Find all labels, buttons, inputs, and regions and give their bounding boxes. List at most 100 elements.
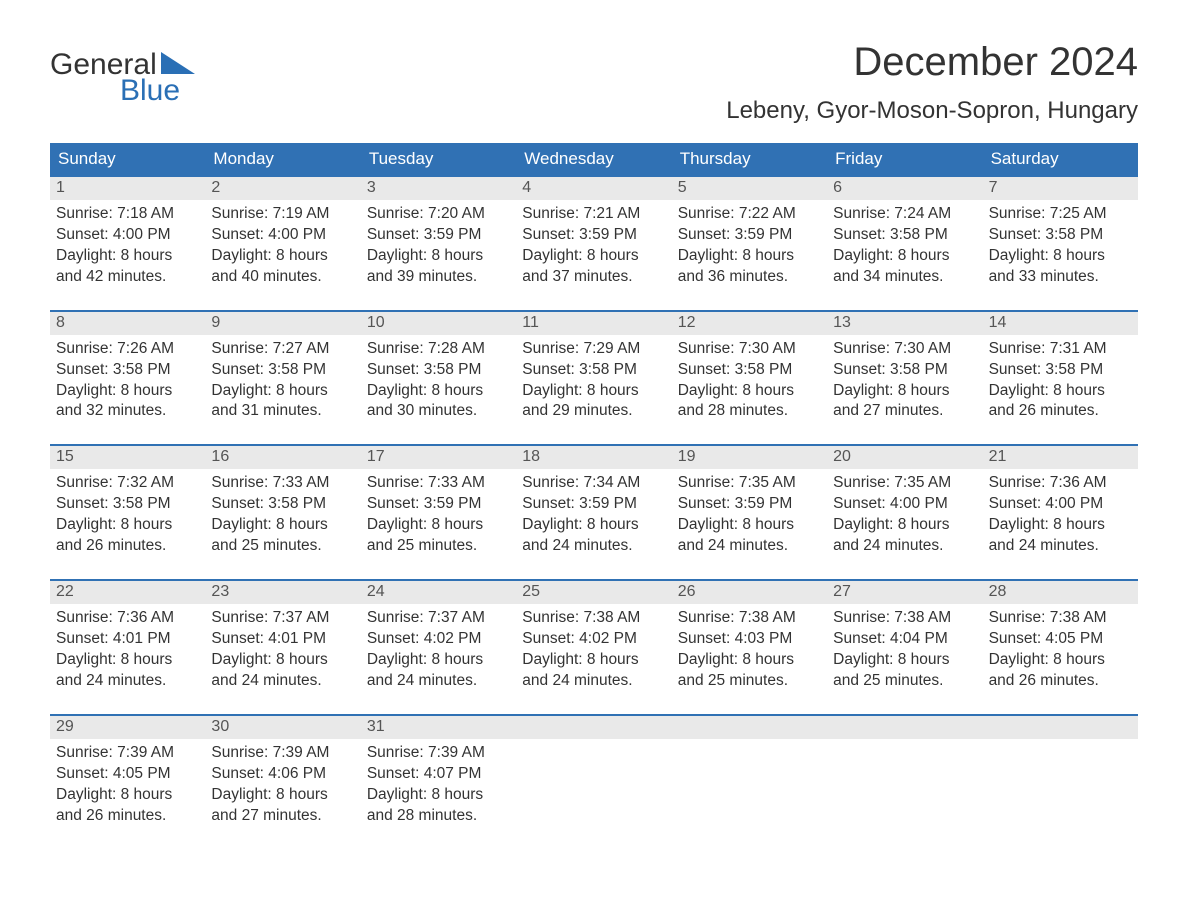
day-number: 1 bbox=[50, 177, 205, 200]
day-sunset: Sunset: 3:59 PM bbox=[678, 494, 821, 515]
day-sunrise: Sunrise: 7:27 AM bbox=[211, 339, 354, 360]
day-number: 20 bbox=[827, 446, 982, 469]
day-number: 28 bbox=[983, 581, 1138, 604]
day-sunset: Sunset: 3:58 PM bbox=[211, 360, 354, 381]
day-cell: Sunrise: 7:27 AMSunset: 3:58 PMDaylight:… bbox=[205, 335, 360, 427]
day-sunset: Sunset: 3:58 PM bbox=[367, 360, 510, 381]
daynum-row: 1234567 bbox=[50, 177, 1138, 200]
day-sunset: Sunset: 4:07 PM bbox=[367, 764, 510, 785]
header-thursday: Thursday bbox=[672, 143, 827, 175]
day-number bbox=[672, 716, 827, 739]
day-sunset: Sunset: 3:59 PM bbox=[522, 225, 665, 246]
day-number: 11 bbox=[516, 312, 671, 335]
day-d1: Daylight: 8 hours bbox=[56, 515, 199, 536]
day-number: 19 bbox=[672, 446, 827, 469]
day-d1: Daylight: 8 hours bbox=[522, 515, 665, 536]
day-sunset: Sunset: 3:58 PM bbox=[211, 494, 354, 515]
day-number: 15 bbox=[50, 446, 205, 469]
day-cell: Sunrise: 7:37 AMSunset: 4:02 PMDaylight:… bbox=[361, 604, 516, 696]
day-d2: and 24 minutes. bbox=[678, 536, 821, 557]
day-sunset: Sunset: 3:58 PM bbox=[678, 360, 821, 381]
day-cell: Sunrise: 7:22 AMSunset: 3:59 PMDaylight:… bbox=[672, 200, 827, 292]
day-d2: and 34 minutes. bbox=[833, 267, 976, 288]
day-cell: Sunrise: 7:25 AMSunset: 3:58 PMDaylight:… bbox=[983, 200, 1138, 292]
day-sunrise: Sunrise: 7:35 AM bbox=[833, 473, 976, 494]
day-sunrise: Sunrise: 7:33 AM bbox=[211, 473, 354, 494]
day-d2: and 24 minutes. bbox=[833, 536, 976, 557]
day-d2: and 26 minutes. bbox=[989, 401, 1132, 422]
day-number: 26 bbox=[672, 581, 827, 604]
calendar-week: 293031Sunrise: 7:39 AMSunset: 4:05 PMDay… bbox=[50, 714, 1138, 831]
day-d1: Daylight: 8 hours bbox=[678, 650, 821, 671]
day-d1: Daylight: 8 hours bbox=[522, 381, 665, 402]
day-d2: and 24 minutes. bbox=[211, 671, 354, 692]
day-number: 8 bbox=[50, 312, 205, 335]
header-monday: Monday bbox=[205, 143, 360, 175]
day-number: 24 bbox=[361, 581, 516, 604]
day-sunrise: Sunrise: 7:19 AM bbox=[211, 204, 354, 225]
day-number: 21 bbox=[983, 446, 1138, 469]
day-sunset: Sunset: 4:05 PM bbox=[56, 764, 199, 785]
day-sunrise: Sunrise: 7:36 AM bbox=[989, 473, 1132, 494]
day-cell: Sunrise: 7:32 AMSunset: 3:58 PMDaylight:… bbox=[50, 469, 205, 561]
day-d1: Daylight: 8 hours bbox=[833, 246, 976, 267]
day-sunrise: Sunrise: 7:35 AM bbox=[678, 473, 821, 494]
day-d1: Daylight: 8 hours bbox=[522, 650, 665, 671]
daynum-row: 22232425262728 bbox=[50, 581, 1138, 604]
day-number: 6 bbox=[827, 177, 982, 200]
day-sunset: Sunset: 4:01 PM bbox=[56, 629, 199, 650]
day-sunrise: Sunrise: 7:30 AM bbox=[833, 339, 976, 360]
day-cell bbox=[672, 739, 827, 831]
day-sunset: Sunset: 4:00 PM bbox=[56, 225, 199, 246]
day-sunrise: Sunrise: 7:20 AM bbox=[367, 204, 510, 225]
header: General Blue December 2024 Lebeny, Gyor-… bbox=[50, 40, 1138, 139]
day-cell bbox=[516, 739, 671, 831]
day-sunrise: Sunrise: 7:33 AM bbox=[367, 473, 510, 494]
day-cell: Sunrise: 7:30 AMSunset: 3:58 PMDaylight:… bbox=[672, 335, 827, 427]
day-d2: and 28 minutes. bbox=[367, 806, 510, 827]
day-d1: Daylight: 8 hours bbox=[211, 246, 354, 267]
daynum-row: 293031 bbox=[50, 716, 1138, 739]
day-d2: and 26 minutes. bbox=[56, 536, 199, 557]
day-d1: Daylight: 8 hours bbox=[211, 785, 354, 806]
day-d2: and 33 minutes. bbox=[989, 267, 1132, 288]
calendar-week: 22232425262728Sunrise: 7:36 AMSunset: 4:… bbox=[50, 579, 1138, 696]
day-number: 12 bbox=[672, 312, 827, 335]
day-sunset: Sunset: 4:06 PM bbox=[211, 764, 354, 785]
day-d2: and 31 minutes. bbox=[211, 401, 354, 422]
day-d2: and 32 minutes. bbox=[56, 401, 199, 422]
day-cell: Sunrise: 7:39 AMSunset: 4:05 PMDaylight:… bbox=[50, 739, 205, 831]
day-d1: Daylight: 8 hours bbox=[833, 515, 976, 536]
day-sunset: Sunset: 3:58 PM bbox=[522, 360, 665, 381]
page-title: December 2024 bbox=[726, 40, 1138, 85]
day-number: 2 bbox=[205, 177, 360, 200]
day-d2: and 42 minutes. bbox=[56, 267, 199, 288]
day-d2: and 30 minutes. bbox=[367, 401, 510, 422]
day-cell: Sunrise: 7:24 AMSunset: 3:58 PMDaylight:… bbox=[827, 200, 982, 292]
day-d2: and 24 minutes. bbox=[522, 536, 665, 557]
day-sunrise: Sunrise: 7:38 AM bbox=[678, 608, 821, 629]
day-sunrise: Sunrise: 7:36 AM bbox=[56, 608, 199, 629]
day-d2: and 37 minutes. bbox=[522, 267, 665, 288]
day-number: 3 bbox=[361, 177, 516, 200]
day-d2: and 27 minutes. bbox=[833, 401, 976, 422]
day-cell bbox=[983, 739, 1138, 831]
day-cell: Sunrise: 7:28 AMSunset: 3:58 PMDaylight:… bbox=[361, 335, 516, 427]
day-d1: Daylight: 8 hours bbox=[678, 381, 821, 402]
day-cell: Sunrise: 7:39 AMSunset: 4:06 PMDaylight:… bbox=[205, 739, 360, 831]
day-number: 25 bbox=[516, 581, 671, 604]
day-sunrise: Sunrise: 7:26 AM bbox=[56, 339, 199, 360]
day-sunset: Sunset: 3:59 PM bbox=[367, 494, 510, 515]
day-cell: Sunrise: 7:39 AMSunset: 4:07 PMDaylight:… bbox=[361, 739, 516, 831]
calendar-week: 891011121314Sunrise: 7:26 AMSunset: 3:58… bbox=[50, 310, 1138, 427]
day-sunset: Sunset: 4:01 PM bbox=[211, 629, 354, 650]
day-number: 30 bbox=[205, 716, 360, 739]
day-cell: Sunrise: 7:29 AMSunset: 3:58 PMDaylight:… bbox=[516, 335, 671, 427]
day-d2: and 24 minutes. bbox=[56, 671, 199, 692]
day-sunrise: Sunrise: 7:31 AM bbox=[989, 339, 1132, 360]
day-number: 13 bbox=[827, 312, 982, 335]
day-sunset: Sunset: 3:58 PM bbox=[989, 225, 1132, 246]
day-sunrise: Sunrise: 7:29 AM bbox=[522, 339, 665, 360]
day-sunset: Sunset: 4:05 PM bbox=[989, 629, 1132, 650]
day-cell: Sunrise: 7:21 AMSunset: 3:59 PMDaylight:… bbox=[516, 200, 671, 292]
